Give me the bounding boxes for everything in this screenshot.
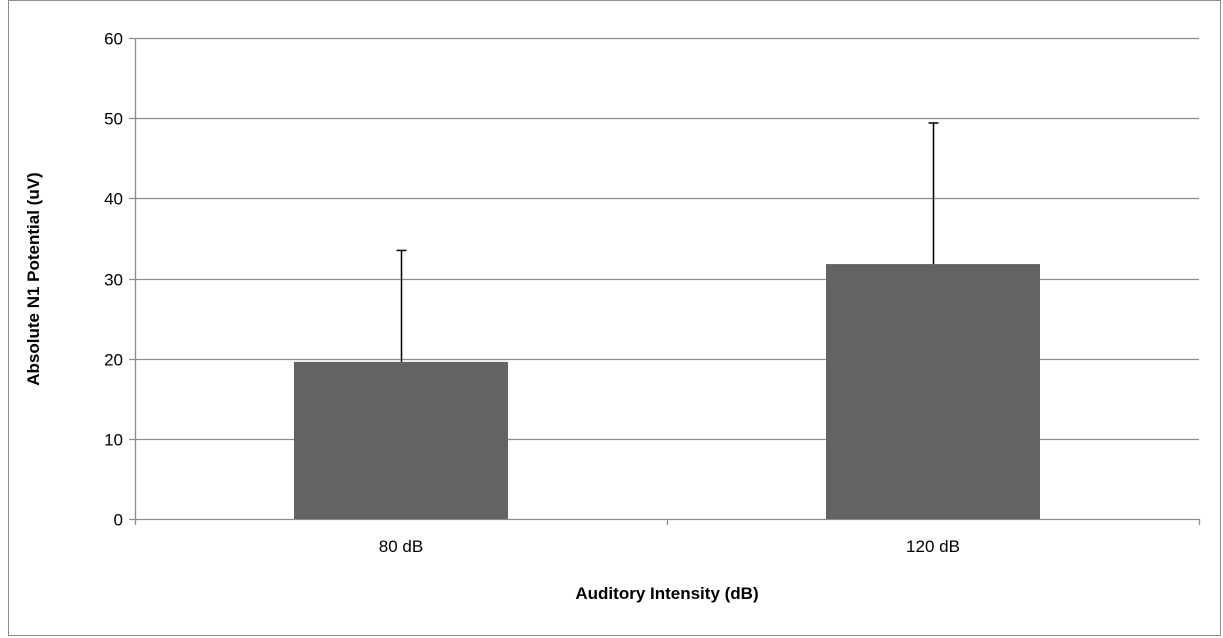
axes bbox=[129, 37, 1201, 525]
bar bbox=[826, 264, 1040, 519]
y-tick-label: 30 bbox=[104, 271, 123, 290]
y-tick-label: 0 bbox=[114, 511, 123, 530]
bar bbox=[294, 361, 508, 519]
y-tick-label: 10 bbox=[104, 431, 123, 450]
tick-labels: 0 10 20 30 40 50 60 80 dB 120 dB bbox=[104, 30, 960, 557]
y-tick-label: 40 bbox=[104, 190, 123, 209]
bars bbox=[294, 264, 1040, 519]
x-tick-label: 120 dB bbox=[906, 537, 960, 556]
y-tick-label: 50 bbox=[104, 110, 123, 129]
x-axis-title: Auditory Intensity (dB) bbox=[575, 584, 758, 603]
y-axis-title: Absolute N1 Potential (uV) bbox=[24, 172, 43, 385]
x-tick-label: 80 dB bbox=[379, 537, 423, 556]
y-tick-label: 20 bbox=[104, 351, 123, 370]
y-tick-label: 60 bbox=[104, 30, 123, 49]
error-bars bbox=[396, 122, 939, 362]
